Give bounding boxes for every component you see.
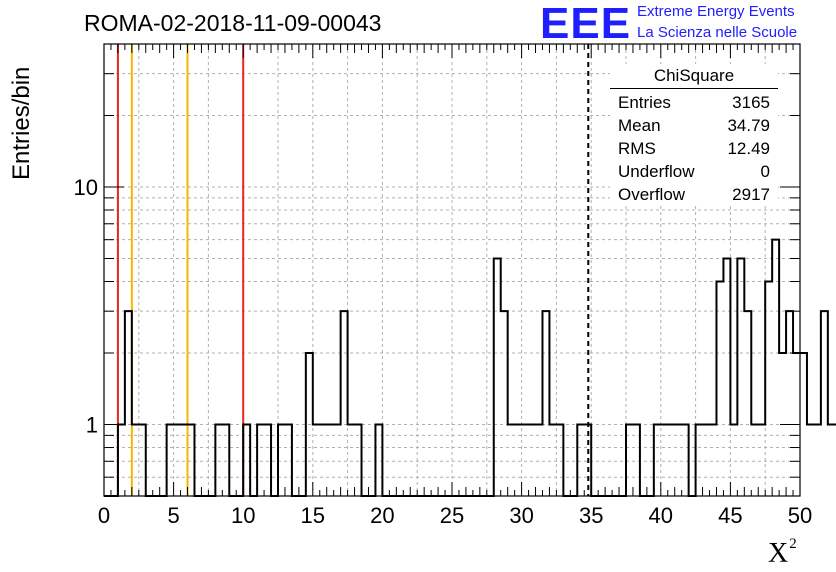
y-tick-label: 10 [74,175,98,200]
x-tick-label: 30 [509,503,533,528]
x-tick-label: 15 [301,503,325,528]
y-tick-label: 1 [86,413,98,438]
stats-value: 12.49 [727,139,770,158]
stats-label: Overflow [618,185,686,204]
stats-label: Mean [618,116,661,135]
x-tick-label: 20 [370,503,394,528]
stats-box: ChiSquare Entries 3165 Mean 34.79 RMS 12.49… [610,64,778,206]
stats-title: ChiSquare [610,64,778,89]
x-tick-label: 5 [167,503,179,528]
stats-row-rms: RMS 12.49 [610,137,778,160]
eee-logo: EEE [540,0,632,48]
stats-label: Underflow [618,162,695,181]
x-tick-label: 50 [788,503,812,528]
y-axis-label: Entries/bin [8,66,35,180]
stats-row-underflow: Underflow 0 [610,160,778,183]
logo-line-1: Extreme Energy Events [637,3,795,20]
x-tick-label: 45 [718,503,742,528]
x-tick-label: 35 [579,503,603,528]
stats-row-mean: Mean 34.79 [610,114,778,137]
stats-value: 3165 [732,93,770,112]
x-tick-label: 10 [231,503,255,528]
stats-value: 2917 [732,185,770,204]
stats-label: RMS [618,139,656,158]
stats-value: 34.79 [727,116,770,135]
stats-value: 0 [760,162,770,181]
x-axis-label: Χ2 [768,536,797,569]
x-tick-label: 25 [440,503,464,528]
stats-row-overflow: Overflow 2917 [610,183,778,206]
stats-row-entries: Entries 3165 [610,91,778,114]
x-tick-label: 40 [649,503,673,528]
x-tick-label: 0 [98,503,110,528]
logo-line-2: La Scienza nelle Scuole [637,24,798,41]
stats-label: Entries [618,93,671,112]
plot-title: ROMA-02-2018-11-09-00043 [84,10,382,36]
